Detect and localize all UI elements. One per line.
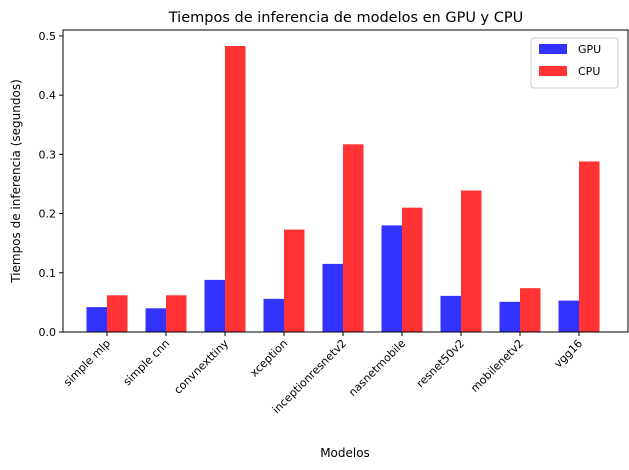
bar-cpu-0 [107,295,128,332]
bar-gpu-0 [86,307,107,332]
legend-label-cpu: CPU [578,65,600,78]
bar-gpu-4 [322,263,343,332]
bar-cpu-7 [520,288,541,332]
x-tick-label-5: nasnetmobile [346,337,408,399]
bars-layer [86,45,600,333]
bar-cpu-2 [225,45,246,333]
plot-frame [62,29,629,333]
bar-gpu-2 [204,279,225,332]
x-tick-label-1: simple cnn [121,337,172,388]
x-tick-label-6: resnet50v2 [414,337,467,390]
y-tick-label-2: 0.2 [39,208,57,221]
bar-gpu-1 [145,308,166,332]
bar-cpu-6 [461,190,482,332]
bar-cpu-5 [402,207,423,332]
bar-cpu-8 [579,161,600,332]
bar-gpu-6 [440,295,461,332]
bar-cpu-3 [284,229,305,332]
x-axis-label: Modelos [320,446,370,460]
legend-label-gpu: GPU [578,43,601,56]
y-tick-label-1: 0.1 [39,267,57,280]
legend-swatch-cpu [539,66,567,76]
legend: GPU CPU [530,37,619,89]
chart-title: Tiempos de inferencia de modelos en GPU … [168,10,523,26]
bar-gpu-5 [381,225,402,332]
bar-gpu-3 [263,298,284,332]
bar-cpu-1 [166,295,187,332]
legend-swatch-gpu [539,44,567,54]
y-tick-label-5: 0.5 [39,30,57,43]
x-tick-label-8: vgg16 [552,337,586,371]
y-axis: 0.0 0.1 0.2 0.3 0.4 0.5 [39,30,63,339]
y-axis-label: Tiempos de inferencia (segundos) [9,79,23,284]
x-axis: simple mlp simple cnn convnexttiny xception… [61,332,585,416]
bar-cpu-4 [343,144,364,332]
x-tick-label-2: convnexttiny [171,337,231,397]
y-tick-label-4: 0.4 [39,89,57,102]
bar-gpu-8 [558,300,579,332]
bar-gpu-7 [499,301,520,332]
x-tick-label-0: simple mlp [61,337,113,389]
x-tick-label-7: mobilenetv2 [468,337,526,395]
y-tick-label-3: 0.3 [39,148,57,161]
x-tick-label-3: xception [248,337,291,380]
y-tick-label-0: 0.0 [39,326,57,339]
